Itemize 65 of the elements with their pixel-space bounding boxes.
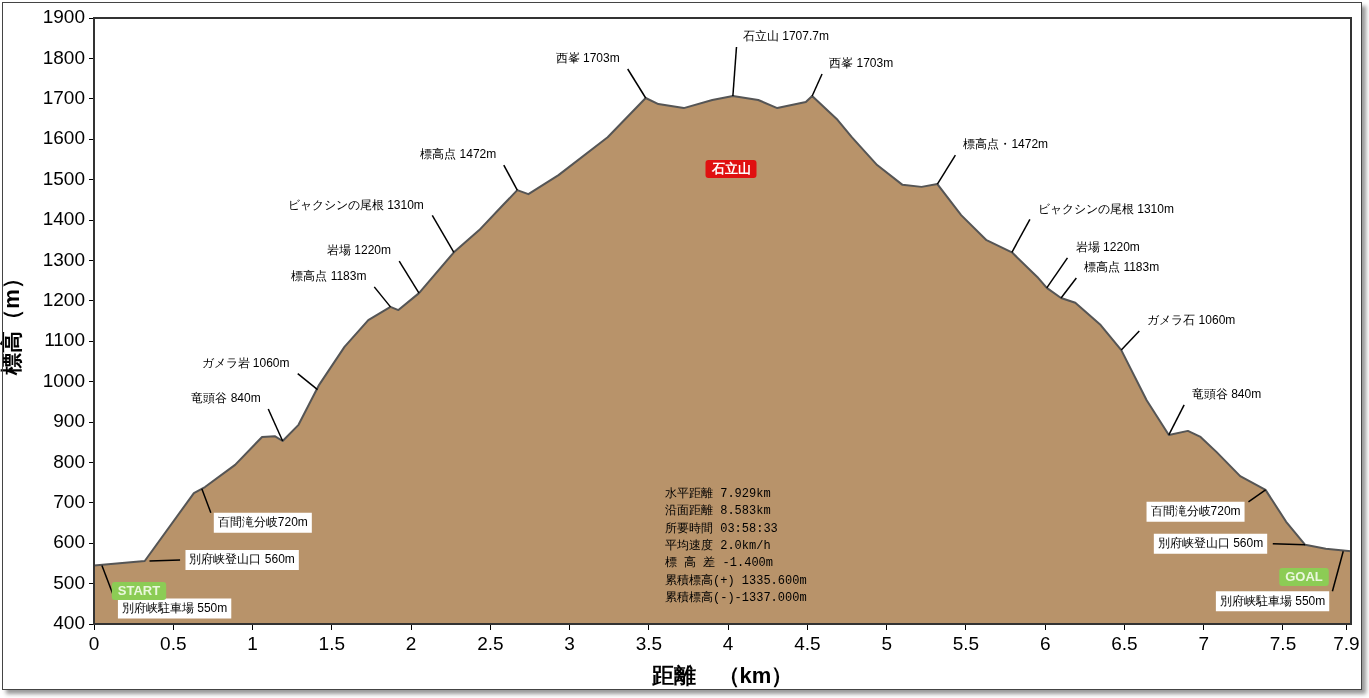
- y-tick-label: 1000: [42, 369, 85, 391]
- x-tick-label: 3: [564, 632, 575, 654]
- y-tick-label: 400: [53, 612, 85, 634]
- x-tick-label: 4: [722, 632, 734, 654]
- x-tick-label: 7: [1198, 632, 1210, 654]
- x-axis-title: 距離 （km）: [650, 662, 794, 688]
- annotation: 石立山 1707.7m: [742, 29, 829, 44]
- annotation: 平均速度 2.0km/h: [665, 538, 771, 554]
- annotation: 水平距離 7.929km: [665, 487, 771, 502]
- y-tick-label: 800: [53, 450, 85, 472]
- x-tick-label: 2: [405, 632, 417, 654]
- y-tick-label: 700: [53, 491, 85, 513]
- x-tick-label: 1: [247, 632, 258, 654]
- x-tick-label: 3.5: [635, 632, 663, 654]
- y-tick-label: 500: [53, 571, 85, 593]
- y-tick-label: 600: [53, 531, 85, 553]
- x-tick-label: 0: [88, 632, 100, 654]
- annotation: 西峯 1703m: [829, 56, 894, 71]
- annotation: GOAL: [1285, 568, 1323, 584]
- y-tick-label: 1800: [42, 46, 85, 68]
- annotation: 竜頭谷 840m: [1191, 387, 1262, 402]
- y-tick-label: 1200: [42, 289, 85, 311]
- annotation: 百間滝分岐720m: [217, 514, 308, 529]
- annotation: 別府峡駐車場 550m: [121, 600, 228, 615]
- annotation: 百間滝分岐720m: [1150, 504, 1241, 519]
- y-tick-label: 1900: [42, 6, 85, 28]
- annotation: 標高点 1183m: [1084, 260, 1160, 275]
- annotation: 西峯 1703m: [555, 51, 620, 66]
- annotation: 標高点 1183m: [291, 269, 367, 284]
- y-tick-label: 1100: [44, 329, 85, 351]
- annotation: ビャクシンの尾根 1310m: [287, 197, 424, 212]
- annotation: 岩場 1220m: [326, 243, 391, 258]
- annotation: ガメラ岩 1060m: [201, 355, 290, 370]
- annotation: ビャクシンの尾根 1310m: [1037, 201, 1174, 216]
- annotation: 標 高 差 -1.400m: [665, 555, 774, 571]
- annotation: 岩場 1220m: [1075, 240, 1140, 255]
- y-tick-label: 1400: [42, 208, 85, 230]
- annotation: 別府峡登山口 560m: [189, 552, 295, 567]
- annotation: 別府峡登山口 560m: [1157, 536, 1264, 551]
- annotation: 沿面距離 8.583km: [665, 504, 771, 519]
- y-tick-label: 900: [53, 410, 85, 432]
- annotation: 別府峡駐車場 550m: [1219, 593, 1326, 608]
- annotation: 累積標高(-)-1337.000m: [665, 589, 807, 605]
- y-tick-label: 1300: [42, 248, 85, 270]
- x-tick-label: 5: [881, 632, 892, 654]
- x-tick-label: 6.5: [1111, 632, 1138, 654]
- y-tick-label: 1500: [42, 167, 85, 189]
- annotation: 累積標高(+) 1335.600m: [665, 572, 807, 588]
- x-tick-label: 7.9: [1333, 632, 1360, 654]
- y-tick-label: 1600: [42, 127, 85, 149]
- x-tick-label: 7.5: [1269, 632, 1297, 654]
- annotation: 標高点・1472m: [963, 137, 1049, 152]
- x-tick-label: 6: [1039, 632, 1051, 654]
- x-tick-label: 2.5: [477, 632, 504, 654]
- x-tick-label: 0.5: [160, 632, 187, 654]
- annotation: 所要時間 03:58:33: [665, 521, 778, 536]
- annotation: 石立山: [710, 160, 751, 176]
- x-tick-label: 1.5: [318, 632, 346, 654]
- annotation: START: [117, 582, 161, 598]
- x-tick-label: 5.5: [952, 632, 980, 654]
- annotation: 竜頭谷 840m: [191, 391, 261, 406]
- annotation: ガメラ石 1060m: [1147, 313, 1236, 328]
- annotation: 標高点 1472m: [420, 147, 497, 162]
- y-tick-label: 1700: [42, 87, 85, 109]
- x-tick-label: 4.5: [794, 632, 821, 654]
